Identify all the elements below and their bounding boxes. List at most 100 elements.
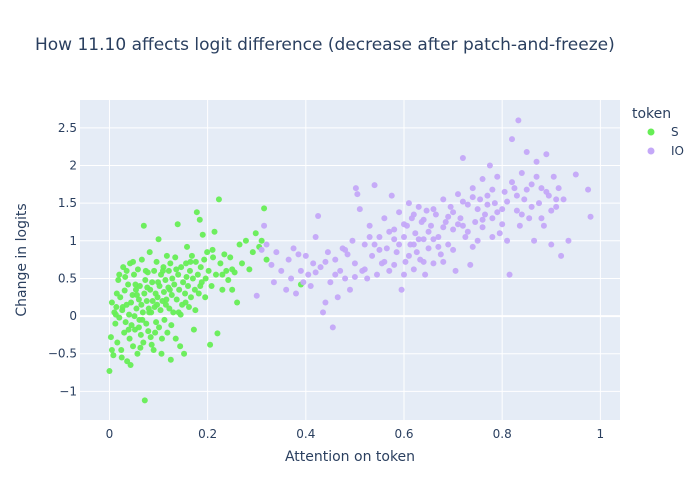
data-point [479,176,486,183]
data-point [278,267,285,274]
data-point [192,258,199,265]
data-point [130,258,137,265]
data-point [410,211,417,218]
data-point [329,324,336,331]
data-point [381,258,388,265]
data-point [342,275,349,282]
data-point [153,319,160,326]
data-point [175,271,182,278]
data-point [173,266,180,273]
x-tick-label: 0.2 [198,427,217,441]
legend-marker [647,147,655,155]
data-point [155,236,162,243]
data-point [196,216,203,223]
data-point [430,260,437,267]
data-point [440,196,447,203]
data-point [459,154,466,161]
data-point [130,343,137,350]
data-point [154,294,161,301]
data-point [249,249,256,256]
data-point [486,162,493,169]
data-point [455,191,461,198]
data-point [320,309,326,316]
data-point [139,316,146,323]
data-point [143,320,150,327]
data-point [415,203,422,210]
data-point [425,228,432,235]
data-point [550,173,557,180]
data-point [457,215,464,222]
y-tick-label: 2.5 [58,121,77,135]
data-point [142,267,149,274]
data-point [128,299,135,306]
data-point [516,222,523,229]
data-point [540,222,547,229]
data-point [474,237,481,244]
data-point [477,196,484,203]
data-point [234,299,241,306]
data-point [167,260,174,267]
data-point [195,290,202,297]
data-point [322,258,329,265]
data-point [361,266,368,273]
data-point [158,350,165,357]
data-point [138,256,145,263]
data-point [163,296,170,303]
data-point [126,335,133,342]
data-point [258,237,265,244]
legend-label: S [671,125,679,139]
data-point [450,246,457,253]
data-point [396,209,403,216]
data-point [435,243,442,250]
y-axis-label: Change in logits [14,203,30,316]
data-point [239,260,245,267]
data-point [154,301,161,308]
data-point [185,304,192,311]
data-point [133,305,140,312]
data-point [180,279,187,286]
data-point [553,203,560,210]
data-point [129,292,136,299]
data-point [366,234,373,241]
data-point [376,246,383,253]
data-point [518,211,525,218]
data-point [204,249,211,256]
chart-title: How 11.10 affects logit difference (decr… [35,35,615,55]
data-point [479,224,486,231]
data-point [450,226,457,233]
data-point [170,309,177,316]
data-point [227,254,234,261]
data-point [185,282,191,289]
data-point [420,236,427,243]
data-point [538,185,545,192]
data-point [167,356,174,363]
data-point [219,271,226,278]
data-point [148,341,155,348]
data-point [401,271,407,278]
data-point [135,296,142,303]
data-point [528,181,535,188]
data-point [229,266,236,273]
data-point [263,241,270,248]
data-point [263,256,270,263]
data-point [108,346,115,353]
legend-label: IO [671,144,684,158]
data-point [229,286,236,293]
data-point [386,267,393,274]
data-point [134,266,141,273]
legend-item-s[interactable]: S [647,125,679,139]
data-point [332,271,339,278]
data-point [127,362,134,369]
data-point [293,290,299,297]
data-point [511,185,518,192]
data-point [258,246,265,253]
data-point [118,354,125,361]
data-point [122,273,129,280]
data-point [193,209,200,216]
data-point [138,301,145,308]
data-point [131,271,137,278]
data-point [110,352,117,359]
legend-item-io[interactable]: IO [647,144,684,158]
data-point [145,328,152,335]
